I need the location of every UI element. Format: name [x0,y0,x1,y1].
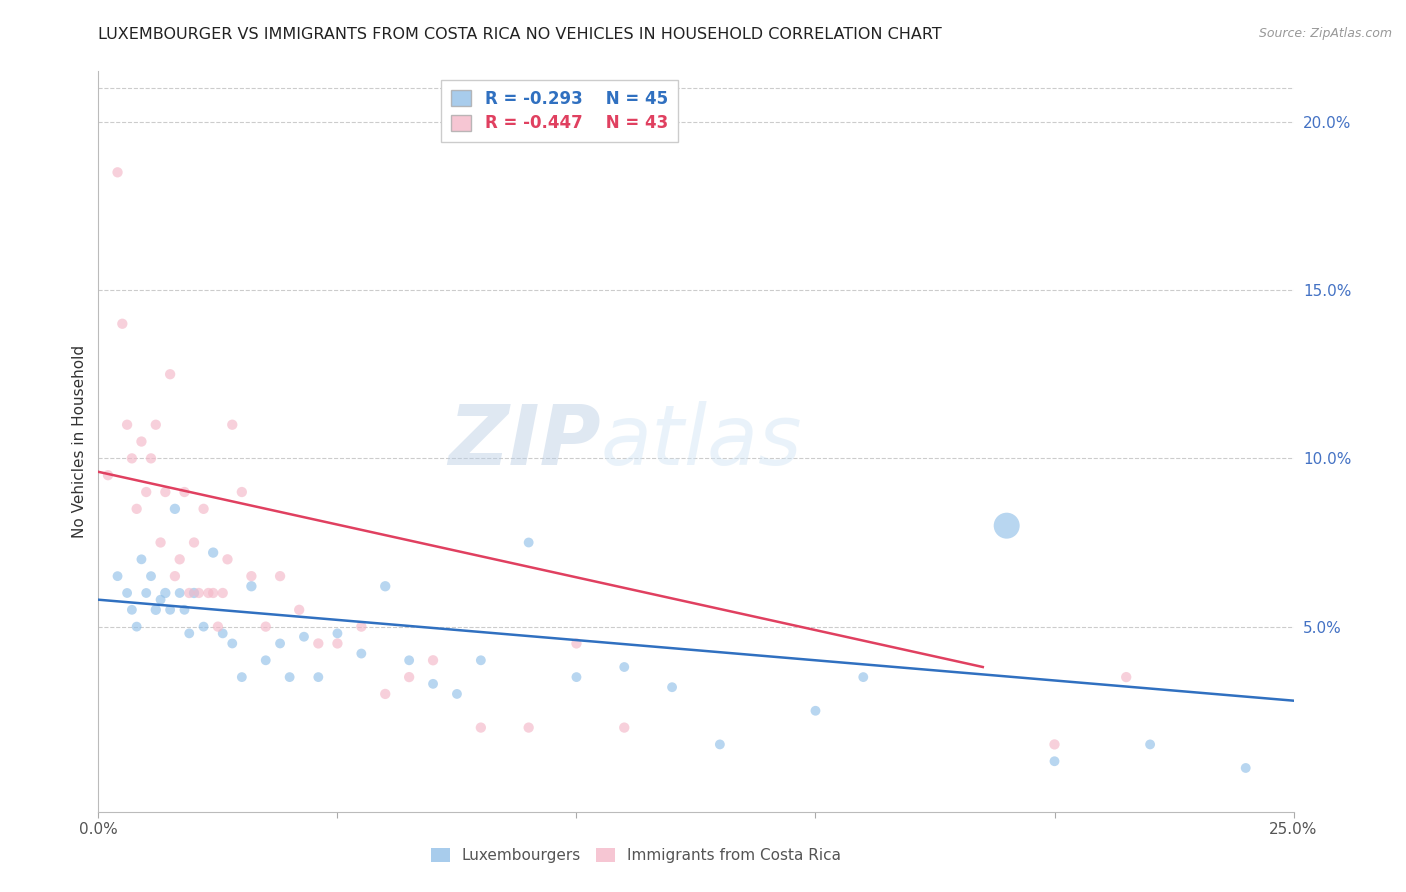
Point [288,603,311,617]
Point [211,626,233,640]
Point [125,501,148,516]
Point [145,417,167,432]
Point [121,603,143,617]
Point [97,468,120,483]
Point [221,636,243,650]
Point [374,687,396,701]
Point [107,165,129,179]
Point [107,569,129,583]
Point [115,586,138,600]
Point [517,535,540,549]
Point [135,586,157,600]
Point [326,636,349,650]
Point [470,721,492,735]
Point [374,579,396,593]
Point [139,569,162,583]
Point [197,586,219,600]
Point [183,535,205,549]
Point [1043,738,1066,752]
Point [661,680,683,694]
Point [517,721,540,735]
Point [135,485,157,500]
Point [231,670,253,684]
Point [173,603,195,617]
Point [292,630,315,644]
Point [169,586,191,600]
Legend: Luxembourgers, Immigrants from Costa Rica: Luxembourgers, Immigrants from Costa Ric… [423,840,849,871]
Text: Source: ZipAtlas.com: Source: ZipAtlas.com [1258,27,1392,40]
Point [269,569,291,583]
Point [269,636,291,650]
Point [422,653,444,667]
Point [326,626,349,640]
Point [565,670,588,684]
Point [350,619,373,633]
Point [193,619,215,633]
Point [202,545,225,560]
Point [131,552,153,566]
Point [307,670,329,684]
Point [1234,761,1257,775]
Point [709,738,731,752]
Point [115,417,138,432]
Point [179,586,201,600]
Point [183,586,205,600]
Point [278,670,301,684]
Point [254,653,277,667]
Point [804,704,827,718]
Point [350,647,373,661]
Point [121,451,143,466]
Point [211,586,233,600]
Point [221,417,243,432]
Point [307,636,329,650]
Point [179,626,201,640]
Point [155,586,177,600]
Point [613,721,636,735]
Point [565,636,588,650]
Text: ZIP: ZIP [447,401,600,482]
Point [398,670,420,684]
Point [231,485,253,500]
Point [149,535,172,549]
Point [159,368,181,382]
Point [193,501,215,516]
Point [1043,754,1066,768]
Point [159,603,181,617]
Point [1139,738,1161,752]
Point [470,653,492,667]
Point [613,660,636,674]
Y-axis label: No Vehicles in Household: No Vehicles in Household [72,345,87,538]
Point [187,586,209,600]
Point [995,518,1018,533]
Point [852,670,875,684]
Point [155,485,177,500]
Point [163,569,186,583]
Point [446,687,468,701]
Point [240,579,263,593]
Point [145,603,167,617]
Point [202,586,225,600]
Point [240,569,263,583]
Point [139,451,162,466]
Point [111,317,134,331]
Point [131,434,153,449]
Point [207,619,229,633]
Point [398,653,420,667]
Point [422,677,444,691]
Point [217,552,239,566]
Point [1115,670,1137,684]
Point [125,619,148,633]
Point [169,552,191,566]
Text: LUXEMBOURGER VS IMMIGRANTS FROM COSTA RICA NO VEHICLES IN HOUSEHOLD CORRELATION : LUXEMBOURGER VS IMMIGRANTS FROM COSTA RI… [98,27,942,42]
Text: atlas: atlas [600,401,801,482]
Point [163,501,186,516]
Point [254,619,277,633]
Point [173,485,195,500]
Point [149,592,172,607]
